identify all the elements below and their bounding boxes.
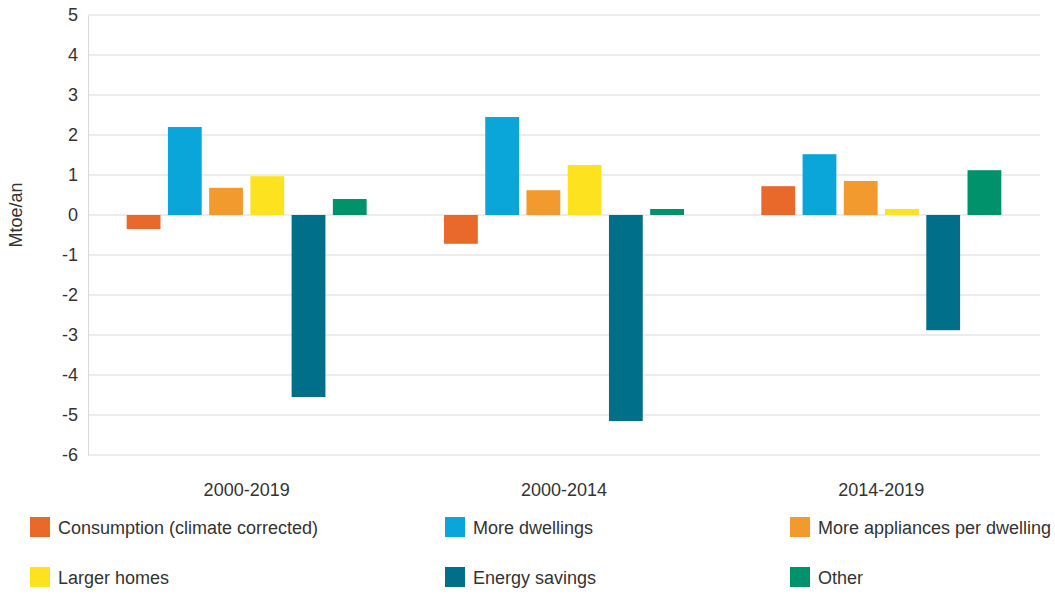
bar-series	[127, 186, 795, 244]
y-tick-label: 1	[68, 165, 78, 185]
legend-swatch	[790, 567, 810, 587]
bar	[127, 215, 161, 229]
y-tick-label: 2	[68, 125, 78, 145]
y-tick: -5	[62, 405, 88, 425]
x-tick-label: 2000-2019	[204, 480, 290, 500]
y-tick-label: 5	[68, 5, 78, 25]
bar	[926, 215, 960, 330]
bar	[526, 190, 560, 215]
bar	[292, 215, 326, 397]
grid-line	[88, 415, 1040, 416]
x-tick-label: 2000-2014	[521, 480, 607, 500]
bar	[209, 188, 243, 215]
legend: Consumption (climate corrected) More dwel…	[30, 517, 1051, 588]
y-tick: -6	[62, 445, 88, 465]
y-tick: 0	[68, 205, 88, 225]
x-tick-label: 2014-2019	[838, 480, 924, 500]
bar-series	[250, 165, 918, 215]
legend-swatch	[790, 517, 810, 537]
bar	[485, 117, 519, 215]
y-axis: -6 -5 -4 -3 -2 -1 0 1 2 3 4 5	[62, 5, 89, 465]
x-tick: 2014-2019	[838, 455, 924, 500]
legend-item: Consumption (climate corrected)	[30, 517, 318, 538]
chart: -6-5-4-3-2-1012345Mtoe/an2000-20192000-2…	[0, 0, 1055, 606]
legend-swatch	[445, 517, 465, 537]
legend-item: More dwellings	[445, 517, 593, 538]
y-tick-label: -6	[62, 445, 78, 465]
bar	[444, 215, 478, 244]
y-tick-label: -4	[62, 365, 78, 385]
y-tick-label: -2	[62, 285, 78, 305]
legend-swatch	[445, 567, 465, 587]
bar-series	[209, 181, 877, 215]
bar	[250, 176, 284, 215]
x-tick: 2000-2019	[204, 455, 290, 500]
bar	[168, 127, 202, 215]
y-tick-label: 4	[68, 45, 78, 65]
bar	[968, 170, 1002, 215]
bar	[803, 154, 837, 215]
legend-label: More appliances per dwelling	[818, 518, 1051, 538]
y-axis-line	[88, 16, 89, 456]
grid-line	[88, 455, 1040, 456]
legend-swatch	[30, 517, 50, 537]
bar	[333, 199, 367, 215]
grid	[88, 15, 1040, 455]
grid-line	[88, 375, 1040, 376]
grid-line	[88, 335, 1040, 336]
y-tick: 3	[68, 85, 88, 105]
grid-line	[88, 15, 1040, 16]
bar	[650, 209, 684, 215]
y-tick: -4	[62, 365, 88, 385]
bar-series	[333, 170, 1001, 215]
legend-swatch	[30, 567, 50, 587]
grid-line	[88, 135, 1040, 136]
y-tick: -1	[62, 245, 88, 265]
legend-label: Energy savings	[473, 568, 596, 588]
y-tick-label: -1	[62, 245, 78, 265]
legend-item: Energy savings	[445, 567, 596, 588]
y-axis-title: Mtoe/an	[6, 182, 26, 247]
y-tick: 2	[68, 125, 88, 145]
grid-line	[88, 95, 1040, 96]
y-tick: 1	[68, 165, 88, 185]
bar-series	[168, 117, 836, 215]
y-tick: 5	[68, 5, 88, 25]
x-axis: 2000-2019 2000-2014 2014-2019	[204, 455, 925, 500]
grid-line	[88, 55, 1040, 56]
grid-line	[88, 295, 1040, 296]
legend-item: Other	[790, 567, 863, 588]
y-tick-label: 3	[68, 85, 78, 105]
bar	[844, 181, 878, 215]
y-tick: 4	[68, 45, 88, 65]
bar	[761, 186, 795, 215]
legend-label: More dwellings	[473, 518, 593, 538]
bar	[568, 165, 602, 215]
bars	[127, 117, 1002, 421]
legend-item: More appliances per dwelling	[790, 517, 1051, 538]
y-tick: -2	[62, 285, 88, 305]
y-tick-label: 0	[68, 205, 78, 225]
y-tick-label: -5	[62, 405, 78, 425]
x-tick: 2000-2014	[521, 455, 607, 500]
y-tick: -3	[62, 325, 88, 345]
legend-label: Other	[818, 568, 863, 588]
bar	[609, 215, 643, 421]
legend-item: Larger homes	[30, 567, 169, 588]
legend-label: Consumption (climate corrected)	[58, 518, 318, 538]
legend-label: Larger homes	[58, 568, 169, 588]
bar	[885, 209, 919, 215]
grid-line	[88, 255, 1040, 256]
bar-series	[292, 215, 960, 421]
grid-line	[88, 175, 1040, 176]
y-tick-label: -3	[62, 325, 78, 345]
